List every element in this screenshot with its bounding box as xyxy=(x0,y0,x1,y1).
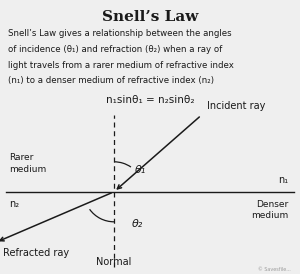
Text: © Savesfile...: © Savesfile... xyxy=(258,267,291,272)
Text: n₁: n₁ xyxy=(278,175,288,185)
Text: Snell’s Law gives a relationship between the angles: Snell’s Law gives a relationship between… xyxy=(8,29,231,38)
Text: Denser
medium: Denser medium xyxy=(251,200,288,220)
Text: θ₂: θ₂ xyxy=(132,219,143,229)
Text: light travels from a rarer medium of refractive index: light travels from a rarer medium of ref… xyxy=(8,61,233,70)
Text: θ₁: θ₁ xyxy=(135,165,146,175)
Text: n₂: n₂ xyxy=(9,199,19,209)
Text: Incident ray: Incident ray xyxy=(207,101,266,111)
Text: of incidence (θ₁) and refraction (θ₂) when a ray of: of incidence (θ₁) and refraction (θ₂) wh… xyxy=(8,45,222,54)
Text: (n₁) to a denser medium of refractive index (n₂): (n₁) to a denser medium of refractive in… xyxy=(8,76,214,85)
Text: Snell’s Law: Snell’s Law xyxy=(102,10,198,24)
Text: Rarer
medium: Rarer medium xyxy=(9,153,46,173)
Text: Refracted ray: Refracted ray xyxy=(3,248,69,258)
Text: Normal: Normal xyxy=(96,258,132,267)
Text: n₁sinθ₁ = n₂sinθ₂: n₁sinθ₁ = n₂sinθ₂ xyxy=(106,95,194,104)
